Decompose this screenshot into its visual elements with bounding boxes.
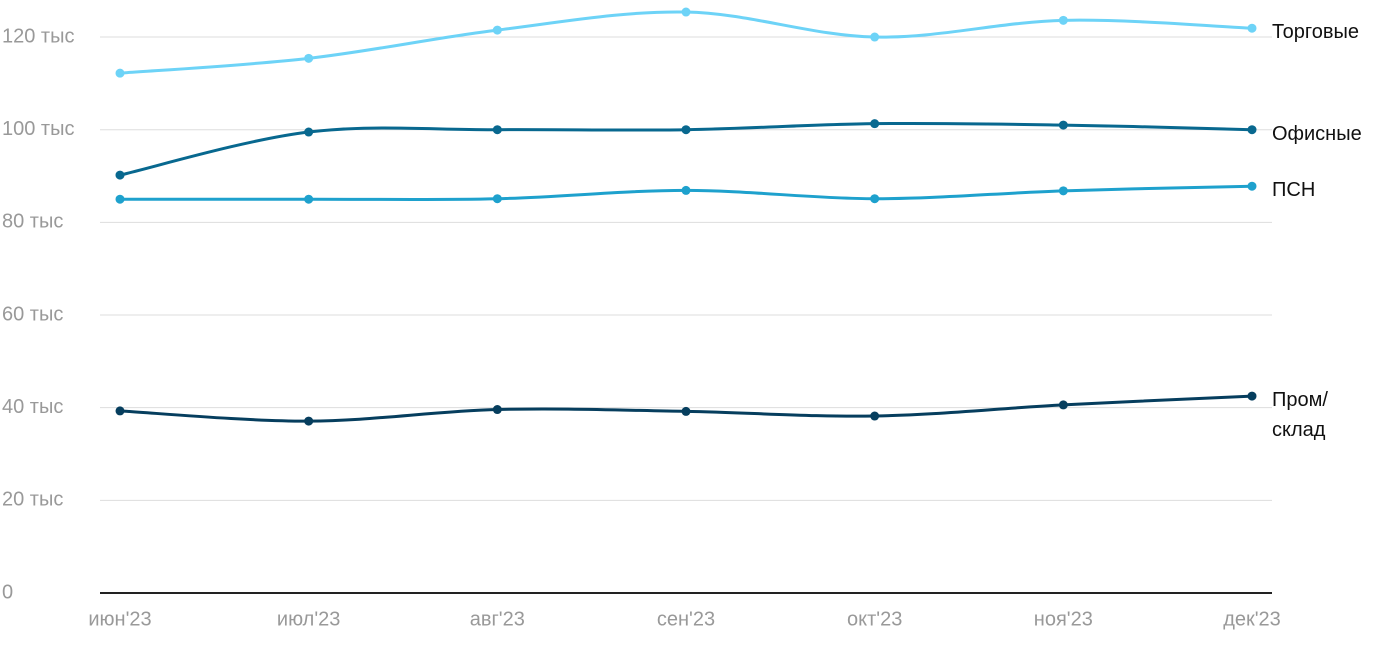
y-tick-label: 100 тыс [2,118,74,140]
point [1058,186,1068,196]
series-line [119,10,1253,75]
point [304,53,314,63]
point [304,194,314,204]
point [1058,120,1068,130]
point [1058,400,1068,410]
point [304,127,314,137]
point [681,185,691,195]
x-tick-label: окт'23 [847,608,902,630]
point [304,416,314,426]
point [870,119,880,129]
point [115,68,125,78]
point [1247,181,1257,191]
point [870,194,880,204]
x-tick-label: сен'23 [657,608,715,630]
point [681,406,691,416]
x-tick-label: ноя'23 [1034,608,1093,630]
point [1247,125,1257,135]
point [1247,391,1257,401]
x-tick-label: июн'23 [88,608,151,630]
y-tick-label: 20 тыс [2,489,63,511]
x-tick-label: авг'23 [470,608,525,630]
point [1247,23,1257,33]
x-tick-label: дек'23 [1223,608,1281,630]
y-tick-label: 120 тыс [2,25,74,47]
series-label: Офисные [1272,122,1362,145]
series-label: ПСН [1272,179,1316,202]
y-tick-label: 60 тыс [2,303,63,325]
y-tick-label: 80 тыс [2,211,63,233]
point [681,125,691,135]
y-tick-label: 0 [2,581,13,603]
series-label: Пром/ склад [1272,389,1328,442]
point [870,32,880,42]
point [1058,15,1068,25]
point [492,405,502,415]
point [681,7,691,17]
point [492,25,502,35]
point [115,194,125,204]
point [115,170,125,180]
point [492,194,502,204]
point [870,411,880,421]
point [115,406,125,416]
series-label: Торговые [1272,21,1360,44]
x-tick-label: июл'23 [277,608,340,630]
y-tick-label: 40 тыс [2,396,63,418]
point [492,125,502,135]
